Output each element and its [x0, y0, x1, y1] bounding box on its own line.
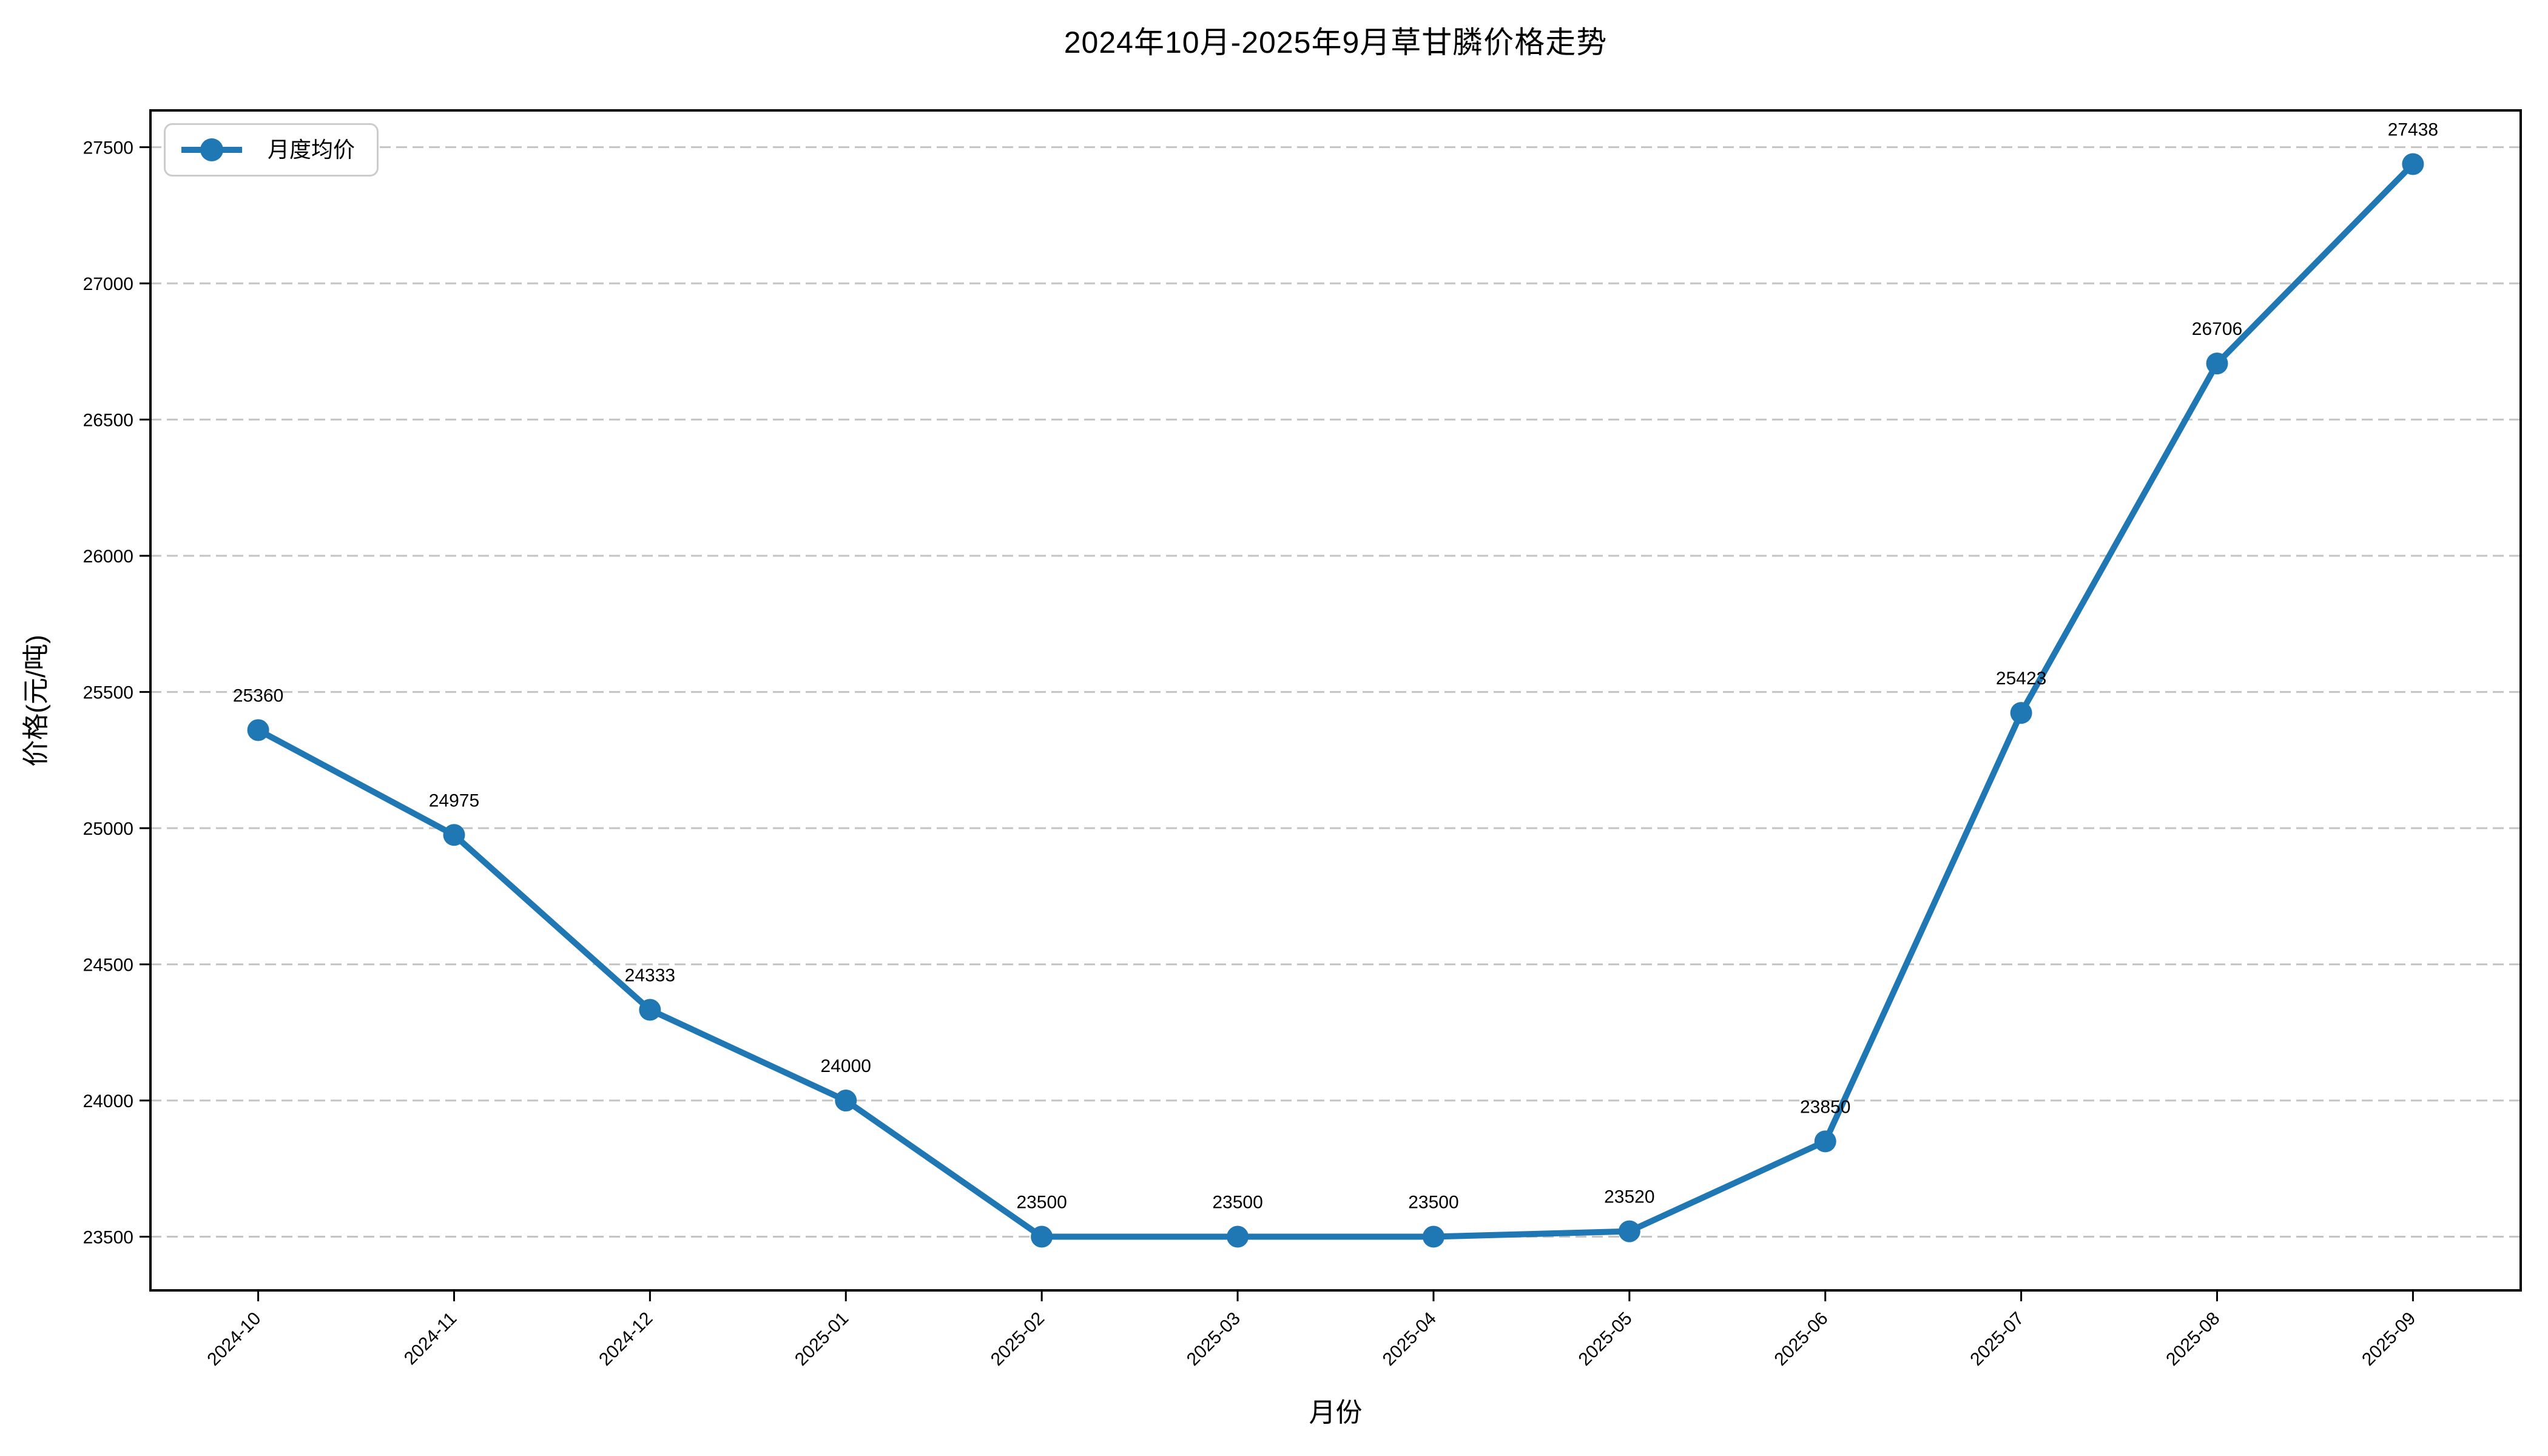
data-point-marker — [2206, 352, 2228, 375]
y-tick-label: 27500 — [83, 138, 133, 158]
x-tick-label: 2024-12 — [595, 1309, 656, 1370]
x-tick-label: 2025-04 — [1379, 1309, 1440, 1370]
y-tick-label: 24500 — [83, 956, 133, 976]
data-point-marker — [247, 719, 269, 741]
data-point-marker — [1031, 1225, 1053, 1248]
y-tick-label: 26500 — [83, 411, 133, 431]
y-tick-label: 27000 — [83, 274, 133, 294]
data-point-label: 23520 — [1604, 1187, 1654, 1207]
data-point-marker — [1422, 1225, 1444, 1248]
data-point-marker — [835, 1090, 857, 1112]
data-point-marker — [1814, 1130, 1836, 1153]
x-axis-title: 月份 — [1309, 1398, 1363, 1427]
data-point-label: 25360 — [233, 686, 283, 706]
data-point-label: 26706 — [2192, 319, 2242, 339]
x-tick-label: 2025-08 — [2162, 1309, 2223, 1370]
series-line — [255, 161, 2416, 1240]
y-tick-label: 26000 — [83, 547, 133, 567]
y-tick-label: 23500 — [83, 1228, 133, 1248]
data-point-label: 23500 — [1212, 1193, 1262, 1213]
legend-line-marker-icon — [181, 138, 242, 162]
x-tick-label: 2025-03 — [1183, 1309, 1244, 1370]
y-axis-title: 价格(元/吨) — [21, 635, 51, 767]
data-point-marker — [639, 999, 661, 1021]
y-tick-label: 25500 — [83, 683, 133, 703]
plot-frame — [149, 109, 2522, 1292]
x-tick-label: 2024-11 — [400, 1309, 461, 1369]
x-tick-label: 2025-06 — [1770, 1309, 1832, 1370]
data-point-marker — [1227, 1225, 1249, 1248]
data-point-marker — [2402, 153, 2424, 175]
x-tick-label: 2025-05 — [1575, 1309, 1636, 1370]
legend-series-label: 月度均价 — [268, 137, 356, 162]
x-tick-label: 2025-07 — [1966, 1309, 2027, 1370]
data-point-label: 24975 — [429, 790, 479, 811]
legend-box: 月度均价 — [164, 123, 379, 177]
data-point-label: 24000 — [821, 1056, 871, 1076]
y-tick-label: 24000 — [83, 1091, 133, 1111]
data-point-label: 25423 — [1996, 669, 2046, 689]
y-tick-label: 25000 — [83, 819, 133, 839]
chart-title: 2024年10月-2025年9月草甘膦价格走势 — [1063, 25, 1608, 59]
data-point-marker — [2010, 702, 2032, 724]
x-tick-label: 2025-09 — [2358, 1309, 2419, 1370]
data-point-label: 23500 — [1408, 1193, 1458, 1213]
data-point-label: 23500 — [1016, 1193, 1067, 1213]
data-point-label: 23850 — [1800, 1097, 1850, 1117]
x-tick-label: 2025-01 — [791, 1309, 852, 1370]
data-point-marker — [443, 824, 465, 846]
data-point-label: 24333 — [625, 966, 675, 986]
data-point-marker — [1618, 1220, 1640, 1242]
x-tick-label: 2025-02 — [987, 1309, 1048, 1370]
data-point-label: 27438 — [2388, 120, 2438, 140]
x-tick-label: 2024-10 — [203, 1309, 265, 1370]
